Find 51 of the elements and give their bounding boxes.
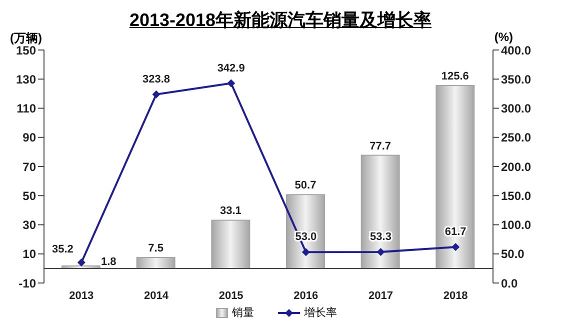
data-label: 35.2 [52,243,74,256]
data-label: 77.7 [370,140,392,152]
x-tick-label: 2018 [443,290,468,302]
legend-label: 增长率 [304,306,337,320]
y2-tick-label: 150.0 [501,188,532,203]
y2-tick-label: 400.0 [501,43,532,58]
y-tick-label: 90 [22,130,36,145]
y-axis-title: (万辆) [10,30,42,46]
y-tick-label: 10 [22,247,36,262]
point [452,243,460,252]
y-tick-label: 150 [16,43,36,58]
point [376,248,385,256]
y2-tick-label: 350.0 [501,72,532,86]
bar [211,220,250,269]
bar [436,85,475,269]
data-label: 61.7 [444,226,466,238]
bar [286,194,325,269]
data-label: 1.8 [101,256,116,268]
x-tick-label: 2013 [69,290,94,302]
y2-tick-label: 300.0 [501,102,532,116]
y2-axis-title: (%) [494,30,513,44]
y2-tick-label: 250.0 [501,130,532,145]
point [302,248,310,256]
y2-tick-label: 100.0 [501,218,532,232]
x-tick-label: 2014 [144,290,170,302]
point [152,90,160,98]
data-label: 125.6 [441,70,469,83]
data-label: 342.9 [217,62,245,74]
y2-tick-label: 50.0 [501,247,525,262]
bar [136,257,176,269]
legend-label: 销量 [232,306,254,320]
y-tick-label: 50 [22,188,36,203]
data-label: 7.5 [148,242,164,255]
data-label: 53.3 [370,230,392,243]
data-label: 33.1 [220,205,242,218]
bar [360,154,400,269]
y-tick-label: 70 [22,160,36,174]
y2-tick-label: 200.0 [501,160,532,174]
data-label: 50.7 [294,180,316,192]
y-tick-label: -10 [18,276,36,290]
y2-tick-label: 0.0 [501,276,518,290]
x-tick-label: 2016 [294,290,318,302]
y-tick-label: 30 [22,218,36,232]
chart-title: 2013-2018年新能源汽车销量及增长率 [129,10,432,30]
x-tick-label: 2015 [218,290,244,302]
point [77,258,86,266]
y-tick-label: 110 [16,102,36,116]
data-label: 323.8 [142,73,170,86]
y-tick-label: 130 [16,72,36,86]
x-tick-label: 2017 [368,290,393,302]
point [227,79,236,88]
